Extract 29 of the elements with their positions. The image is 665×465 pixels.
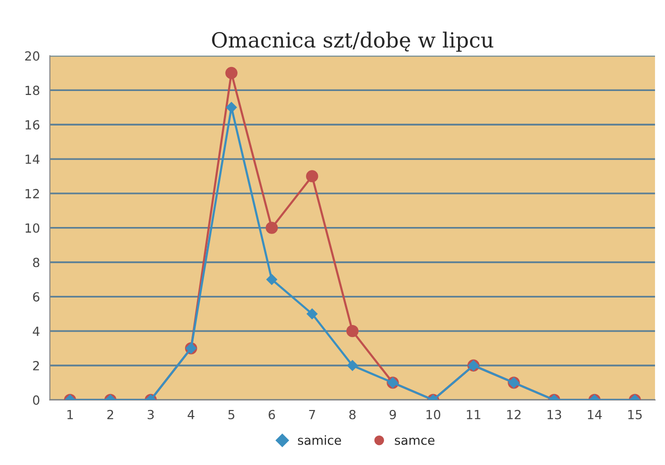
y-tick-label: 16 xyxy=(26,120,40,130)
x-tick-label: 10 xyxy=(426,410,440,420)
x-tick-label: 2 xyxy=(107,410,114,420)
x-tick-label: 8 xyxy=(349,410,356,420)
x-tick-label: 3 xyxy=(148,410,154,420)
x-tick-label: 9 xyxy=(390,410,396,420)
x-tick-label: 14 xyxy=(588,410,602,420)
x-tick-label: 12 xyxy=(507,410,521,420)
y-tick-label: 20 xyxy=(25,51,40,61)
y-tick-label: 8 xyxy=(33,258,40,268)
x-tick-label: 1 xyxy=(67,410,73,420)
x-tick-label: 4 xyxy=(188,410,194,420)
x-tick-label: 7 xyxy=(309,410,316,420)
x-tick-label: 6 xyxy=(268,410,275,420)
y-tick-label: 0 xyxy=(33,395,40,405)
x-tick-label: 15 xyxy=(628,410,642,420)
legend-label: samice xyxy=(298,435,342,445)
y-tick-label: 18 xyxy=(26,86,40,96)
y-tick-label: 10 xyxy=(26,223,40,233)
y-tick-label: 14 xyxy=(26,154,40,164)
y-tick-label: 6 xyxy=(33,292,40,302)
y-tick-label: 2 xyxy=(33,360,39,370)
y-tick-label: 12 xyxy=(26,188,39,198)
chart-title: Omacnica szt/dobę w lipcu xyxy=(212,32,494,52)
x-tick-label: 13 xyxy=(548,410,562,420)
x-tick-label: 5 xyxy=(228,410,234,420)
y-tick-label: 4 xyxy=(32,326,40,336)
legend-label: samce xyxy=(394,438,434,445)
x-tick-label: 11 xyxy=(466,410,480,420)
